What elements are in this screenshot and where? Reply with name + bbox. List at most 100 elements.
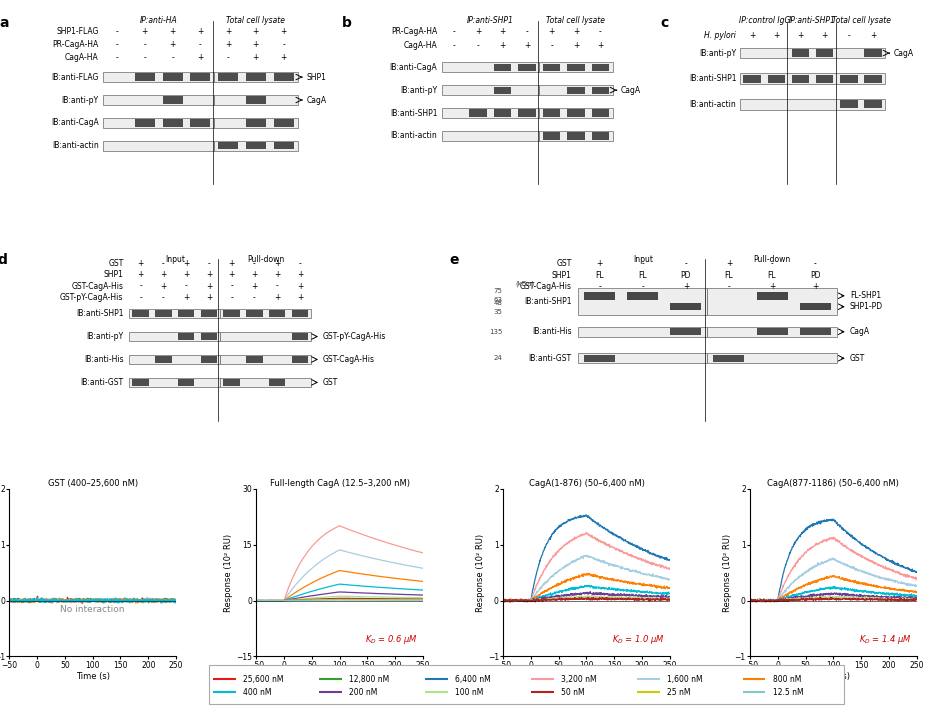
Text: -: - — [599, 27, 602, 36]
Text: +: + — [225, 27, 232, 36]
Text: FL: FL — [639, 271, 647, 279]
Bar — [713, 354, 745, 362]
Text: IB:anti-pY: IB:anti-pY — [400, 86, 437, 95]
Text: +: + — [821, 31, 828, 40]
Bar — [494, 109, 511, 117]
Bar — [269, 379, 285, 386]
Bar — [628, 292, 658, 299]
Bar — [274, 73, 294, 81]
Text: +: + — [296, 270, 303, 279]
Text: -: - — [598, 282, 601, 292]
Text: CagA: CagA — [307, 96, 327, 105]
Bar — [269, 310, 285, 317]
Text: +: + — [499, 27, 506, 36]
Bar — [539, 108, 612, 118]
Text: IP:control IgG: IP:control IgG — [739, 16, 790, 25]
Text: +: + — [281, 53, 287, 62]
Y-axis label: Response (10² RU): Response (10² RU) — [723, 533, 732, 612]
Bar — [799, 303, 831, 310]
Text: -: - — [144, 53, 146, 62]
Text: CagA: CagA — [850, 327, 870, 337]
Text: -: - — [253, 260, 256, 268]
Text: +: + — [253, 40, 259, 49]
Bar — [163, 119, 182, 127]
Bar — [130, 309, 220, 319]
Text: Pull-down: Pull-down — [247, 255, 284, 264]
Text: Total cell lysate: Total cell lysate — [226, 16, 285, 25]
Bar — [592, 109, 609, 117]
Bar — [442, 131, 539, 140]
Text: Total cell lysate: Total cell lysate — [546, 16, 606, 25]
Text: SHP1: SHP1 — [104, 270, 123, 279]
Text: -: - — [814, 260, 817, 268]
Title: Full-length CagA (12.5–3,200 nM): Full-length CagA (12.5–3,200 nM) — [269, 479, 409, 488]
Bar — [191, 73, 210, 81]
Text: GST: GST — [557, 260, 571, 268]
Bar — [135, 119, 155, 127]
Bar — [191, 119, 210, 127]
Bar — [219, 73, 238, 81]
Text: +: + — [197, 27, 204, 36]
Bar — [567, 133, 584, 140]
Bar — [567, 109, 584, 117]
Text: +: + — [160, 270, 167, 279]
Text: +: + — [137, 270, 144, 279]
Text: 25 nM: 25 nM — [667, 688, 691, 697]
Text: IB:anti-actin: IB:anti-actin — [52, 141, 98, 150]
Bar — [707, 354, 836, 363]
Bar — [246, 119, 266, 127]
Text: GST-CagA-His: GST-CagA-His — [323, 355, 375, 364]
Bar — [201, 310, 217, 317]
Bar — [246, 356, 263, 363]
Bar — [130, 332, 220, 342]
Text: -: - — [227, 53, 230, 62]
Text: -: - — [116, 40, 119, 49]
Text: CagA-HA: CagA-HA — [404, 41, 437, 50]
Bar — [130, 354, 220, 364]
Text: -: - — [231, 282, 233, 291]
Text: 75: 75 — [494, 288, 503, 294]
Text: +: + — [251, 282, 257, 291]
Text: +: + — [253, 27, 259, 36]
Text: -: - — [847, 31, 850, 40]
Bar — [740, 99, 885, 110]
Bar — [214, 96, 297, 105]
Text: CagA-HA: CagA-HA — [65, 53, 98, 62]
Text: GST-CagA-His: GST-CagA-His — [519, 282, 571, 292]
Text: GST: GST — [850, 354, 865, 363]
Text: $K_D$ = 0.6 μM: $K_D$ = 0.6 μM — [365, 633, 418, 647]
Text: FL: FL — [595, 271, 604, 279]
Text: -: - — [162, 293, 165, 302]
Text: +: + — [749, 31, 756, 40]
Text: e: e — [449, 253, 458, 267]
Text: +: + — [548, 27, 555, 36]
Text: 135: 135 — [489, 329, 503, 335]
Bar — [223, 310, 240, 317]
Text: +: + — [160, 282, 167, 291]
Y-axis label: Response (10² RU): Response (10² RU) — [476, 533, 485, 612]
Text: IP:anti-HA: IP:anti-HA — [140, 16, 178, 25]
Bar — [539, 131, 612, 140]
Text: +: + — [773, 31, 780, 40]
Text: GST-CagA-His: GST-CagA-His — [71, 282, 123, 291]
Text: -: - — [298, 260, 301, 268]
Text: CagA: CagA — [621, 86, 641, 95]
Bar — [156, 356, 171, 363]
Bar — [494, 86, 511, 93]
Bar — [201, 333, 217, 340]
Text: GST-pY-CagA-His: GST-pY-CagA-His — [60, 293, 123, 302]
Text: +: + — [812, 282, 819, 292]
Text: +: + — [524, 41, 531, 50]
Text: 50 nM: 50 nM — [561, 688, 584, 697]
Text: H. pylori: H. pylori — [705, 31, 736, 40]
Text: a: a — [0, 16, 9, 30]
Bar — [494, 63, 511, 71]
Text: GST: GST — [323, 378, 338, 387]
Bar — [579, 354, 707, 363]
Bar — [768, 75, 785, 83]
Text: +: + — [682, 282, 689, 292]
Text: +: + — [296, 282, 303, 291]
Text: IB:anti-SHP1: IB:anti-SHP1 — [76, 309, 123, 318]
Text: $K_D$ = 1.0 μM: $K_D$ = 1.0 μM — [612, 633, 665, 647]
Bar — [130, 378, 220, 387]
